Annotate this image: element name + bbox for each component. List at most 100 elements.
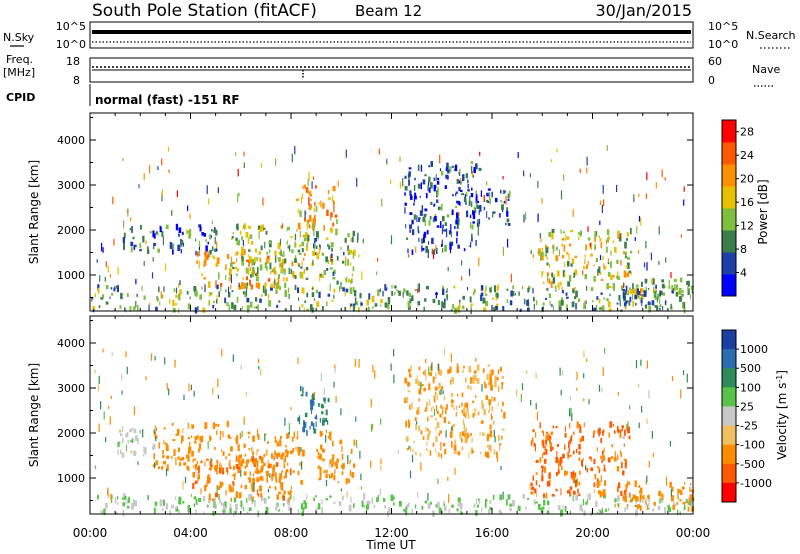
echo-cell xyxy=(598,266,601,273)
echo-cell xyxy=(535,480,538,486)
echo-cell xyxy=(558,282,560,291)
echo-cell xyxy=(334,364,336,370)
echo-cell xyxy=(235,266,237,270)
echo-cell xyxy=(299,210,302,217)
echo-cell xyxy=(442,406,444,415)
echo-cell xyxy=(321,499,323,504)
echo-cell xyxy=(129,428,132,433)
echo-cell xyxy=(677,494,679,500)
echo-cell xyxy=(371,424,374,430)
echo-cell xyxy=(408,254,410,258)
echo-cell xyxy=(546,288,549,291)
echo-cell xyxy=(399,501,402,507)
echo-cell xyxy=(332,271,335,276)
echo-cell xyxy=(160,291,162,299)
echo-cell xyxy=(217,378,219,388)
echo-cell xyxy=(563,174,565,181)
echo-cell xyxy=(328,460,330,468)
echo-cell xyxy=(408,179,410,186)
echo-cell xyxy=(182,501,185,504)
echo-cell xyxy=(236,223,239,231)
echo-cell xyxy=(167,146,170,152)
echo-cell xyxy=(126,444,127,452)
echo-cell xyxy=(194,463,198,470)
echo-cell xyxy=(572,495,574,502)
echo-cell xyxy=(571,413,573,421)
echo-cell xyxy=(429,372,432,377)
echo-cell xyxy=(305,187,309,193)
echo-cell xyxy=(641,302,643,306)
echo-cell xyxy=(583,398,585,402)
echo-cell xyxy=(493,430,495,437)
echo-cell xyxy=(298,415,301,425)
echo-cell xyxy=(437,363,439,371)
echo-cell xyxy=(661,493,664,501)
echo-cell xyxy=(541,440,544,443)
echo-cell xyxy=(327,397,330,403)
echo-cell xyxy=(352,303,356,307)
echo-cell xyxy=(319,430,323,437)
echo-cell xyxy=(645,286,647,293)
echo-cell xyxy=(533,499,536,506)
echo-cell xyxy=(366,500,370,505)
echo-cell xyxy=(217,423,220,427)
echo-cell xyxy=(235,273,238,276)
echo-cell xyxy=(483,409,486,416)
echo-cell xyxy=(283,475,285,480)
echo-cell xyxy=(341,445,343,453)
echo-cell xyxy=(282,503,285,507)
echo-cell xyxy=(463,365,465,369)
echo-cell xyxy=(283,490,286,495)
echo-cell xyxy=(279,439,282,447)
echo-cell xyxy=(240,500,243,508)
echo-cell xyxy=(541,470,543,476)
echo-cell xyxy=(629,289,633,295)
echo-cell xyxy=(616,466,620,472)
echo-cell xyxy=(583,302,586,310)
echo-cell xyxy=(423,231,427,238)
echo-cell xyxy=(117,266,119,276)
echo-cell xyxy=(186,291,189,295)
echo-cell xyxy=(448,230,451,235)
echo-cell xyxy=(339,439,343,445)
echo-cell xyxy=(372,306,374,309)
echo-cell xyxy=(258,225,261,229)
echo-cell xyxy=(456,363,459,369)
echo-cell xyxy=(417,491,419,498)
echo-cell xyxy=(641,406,643,413)
echo-cell xyxy=(411,229,415,236)
echo-cell xyxy=(443,395,446,401)
echo-cell xyxy=(595,500,598,508)
echo-cell xyxy=(225,264,227,270)
echo-cell xyxy=(578,443,581,450)
echo-cell xyxy=(608,308,612,311)
echo-cell xyxy=(345,276,348,283)
echo-cell xyxy=(120,449,122,454)
echo-cell xyxy=(471,187,473,191)
echo-cell xyxy=(466,210,469,218)
echo-cell xyxy=(500,366,502,372)
echo-cell xyxy=(211,498,215,502)
echo-cell xyxy=(588,399,590,405)
echo-cell xyxy=(458,171,460,175)
echo-cell xyxy=(539,457,542,463)
echo-cell xyxy=(224,297,226,304)
echo-cell xyxy=(590,244,592,251)
echo-cell xyxy=(304,217,306,222)
echo-cell xyxy=(497,402,499,407)
echo-cell xyxy=(261,224,264,232)
echo-cell xyxy=(178,499,182,505)
echo-cell xyxy=(175,223,179,231)
echo-cell xyxy=(254,248,257,253)
echo-cell xyxy=(629,296,632,302)
echo-cell xyxy=(633,495,636,500)
echo-cell xyxy=(567,260,570,267)
echo-cell xyxy=(376,497,379,503)
echo-cell xyxy=(413,196,415,203)
echo-cell xyxy=(689,500,691,506)
echo-cell xyxy=(379,488,381,497)
echo-cell xyxy=(201,273,203,277)
echo-cell xyxy=(468,244,471,247)
echo-cell xyxy=(651,278,653,284)
echo-cell xyxy=(414,417,417,422)
